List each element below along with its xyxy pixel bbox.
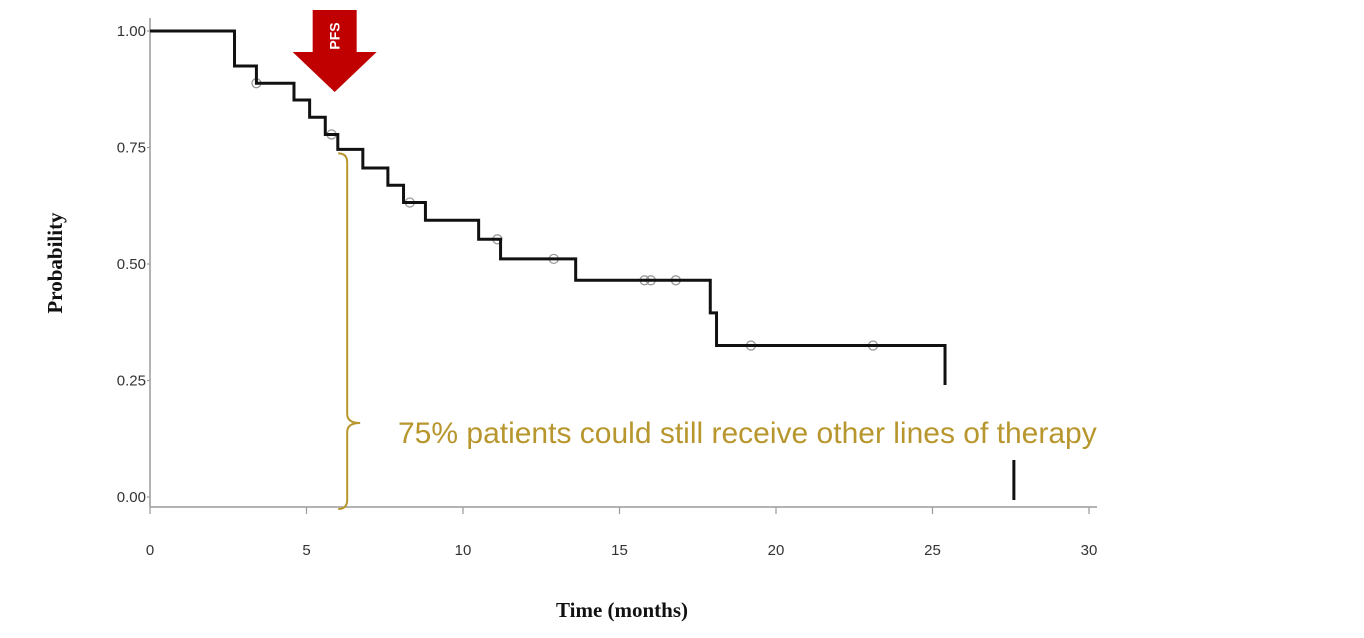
- annotation-text: 75% patients could still receive other l…: [398, 417, 1097, 450]
- x-tick-label: 20: [768, 542, 785, 559]
- censor-marks: [251, 78, 879, 351]
- x-tick-label: 25: [924, 542, 941, 559]
- annotation-bracket: [338, 152, 361, 510]
- x-tick-label: 30: [1081, 542, 1098, 559]
- pfs-arrow-icon: [292, 10, 377, 92]
- axes: [149, 18, 1097, 508]
- y-tick-label: 0.00: [117, 489, 146, 506]
- x-ticks: 0 5 10 15 20 25 30: [146, 507, 1098, 559]
- x-tick-label: 10: [455, 542, 472, 559]
- annotation-background: [392, 385, 1336, 460]
- x-tick-label: 0: [146, 542, 154, 559]
- y-ticks: 0.00 0.25 0.50 0.75 1.00: [117, 23, 150, 506]
- pfs-arrow-marker: PFS: [292, 10, 377, 92]
- km-survival-curve: [150, 29, 947, 395]
- x-tick-label: 15: [611, 542, 628, 559]
- y-tick-label: 0.25: [117, 373, 146, 390]
- y-tick-label: 0.50: [117, 256, 146, 273]
- x-tick-label: 5: [302, 542, 310, 559]
- y-tick-label: 1.00: [117, 23, 146, 40]
- y-axis-title: Probability: [43, 212, 67, 314]
- pfs-label: PFS: [327, 22, 343, 49]
- x-axis-title: Time (months): [556, 598, 688, 622]
- y-tick-label: 0.75: [117, 140, 146, 157]
